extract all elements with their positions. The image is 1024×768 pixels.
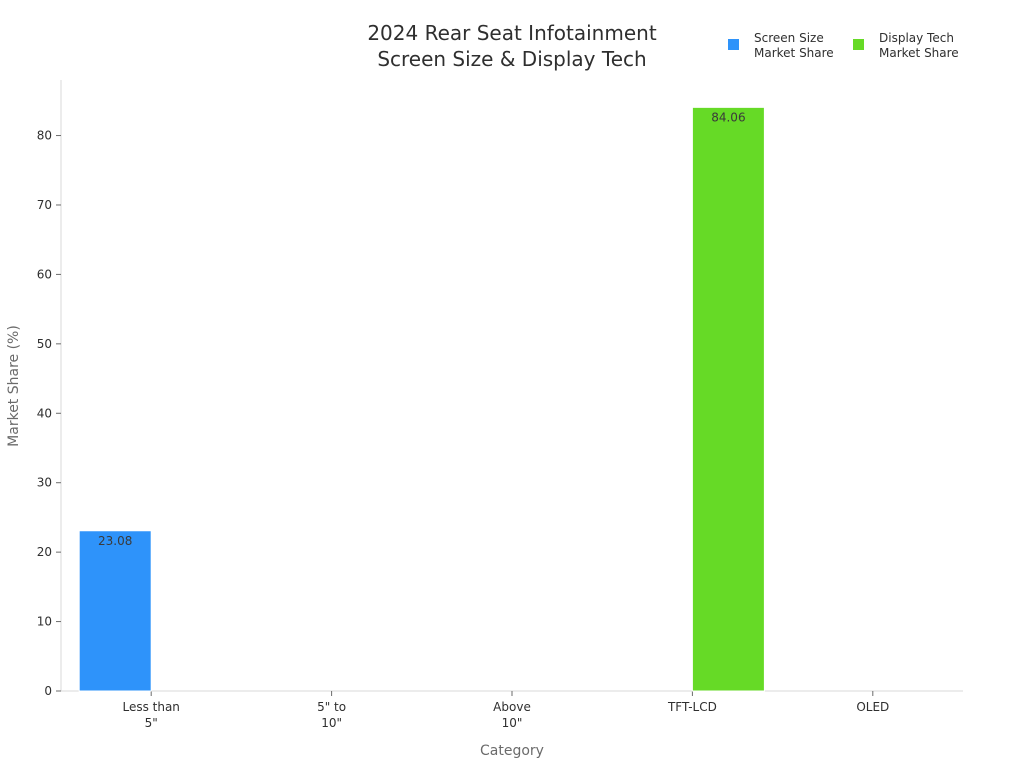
legend-swatch [853,39,864,50]
bar-value-label: 84.06 [711,110,745,124]
legend-item[interactable]: Display Tech Market Share [853,31,959,60]
bar[interactable] [691,106,765,692]
axes: 0 10 20 30 40 50 60 70 80 Less than 5" 5" to 10" Abov… [37,80,963,730]
legend-item[interactable]: Screen Size Market Share [728,31,834,60]
legend-swatch [728,39,739,50]
x-tick-label: Above 10" [493,700,531,730]
bars [78,106,765,692]
chart-title-line-2: Screen Size & Display Tech [377,47,646,71]
bar-value-label: 23.08 [98,534,132,548]
y-tick-label: 80 [37,129,52,143]
y-tick-label: 20 [37,545,52,559]
legend-label: Screen Size Market Share [754,31,834,60]
x-tick-label: OLED [856,700,889,714]
y-tick-label: 50 [37,337,52,351]
y-axis-label: Market Share (%) [6,325,22,447]
chart-title: 2024 Rear Seat Infotainment Screen Size … [367,21,656,71]
chart-title-line-1: 2024 Rear Seat Infotainment [367,21,656,45]
legend-label: Display Tech Market Share [879,31,959,60]
x-axis-label: Category [480,743,544,759]
x-tick-label: 5" to 10" [317,700,346,730]
y-tick-label: 60 [37,267,52,281]
y-tick-label: 10 [37,615,52,629]
x-tick-label: TFT-LCD [667,700,717,714]
y-tick-label: 40 [37,406,52,420]
y-tick-label: 0 [44,684,52,698]
legend[interactable]: Screen Size Market Share Display Tech Marke… [728,31,959,60]
y-tick-label: 30 [37,476,52,490]
data-labels: 23.08 84.06 [98,110,746,547]
y-tick-label: 70 [37,198,52,212]
bar[interactable] [78,530,152,692]
x-tick-label: Less than 5" [122,700,179,730]
